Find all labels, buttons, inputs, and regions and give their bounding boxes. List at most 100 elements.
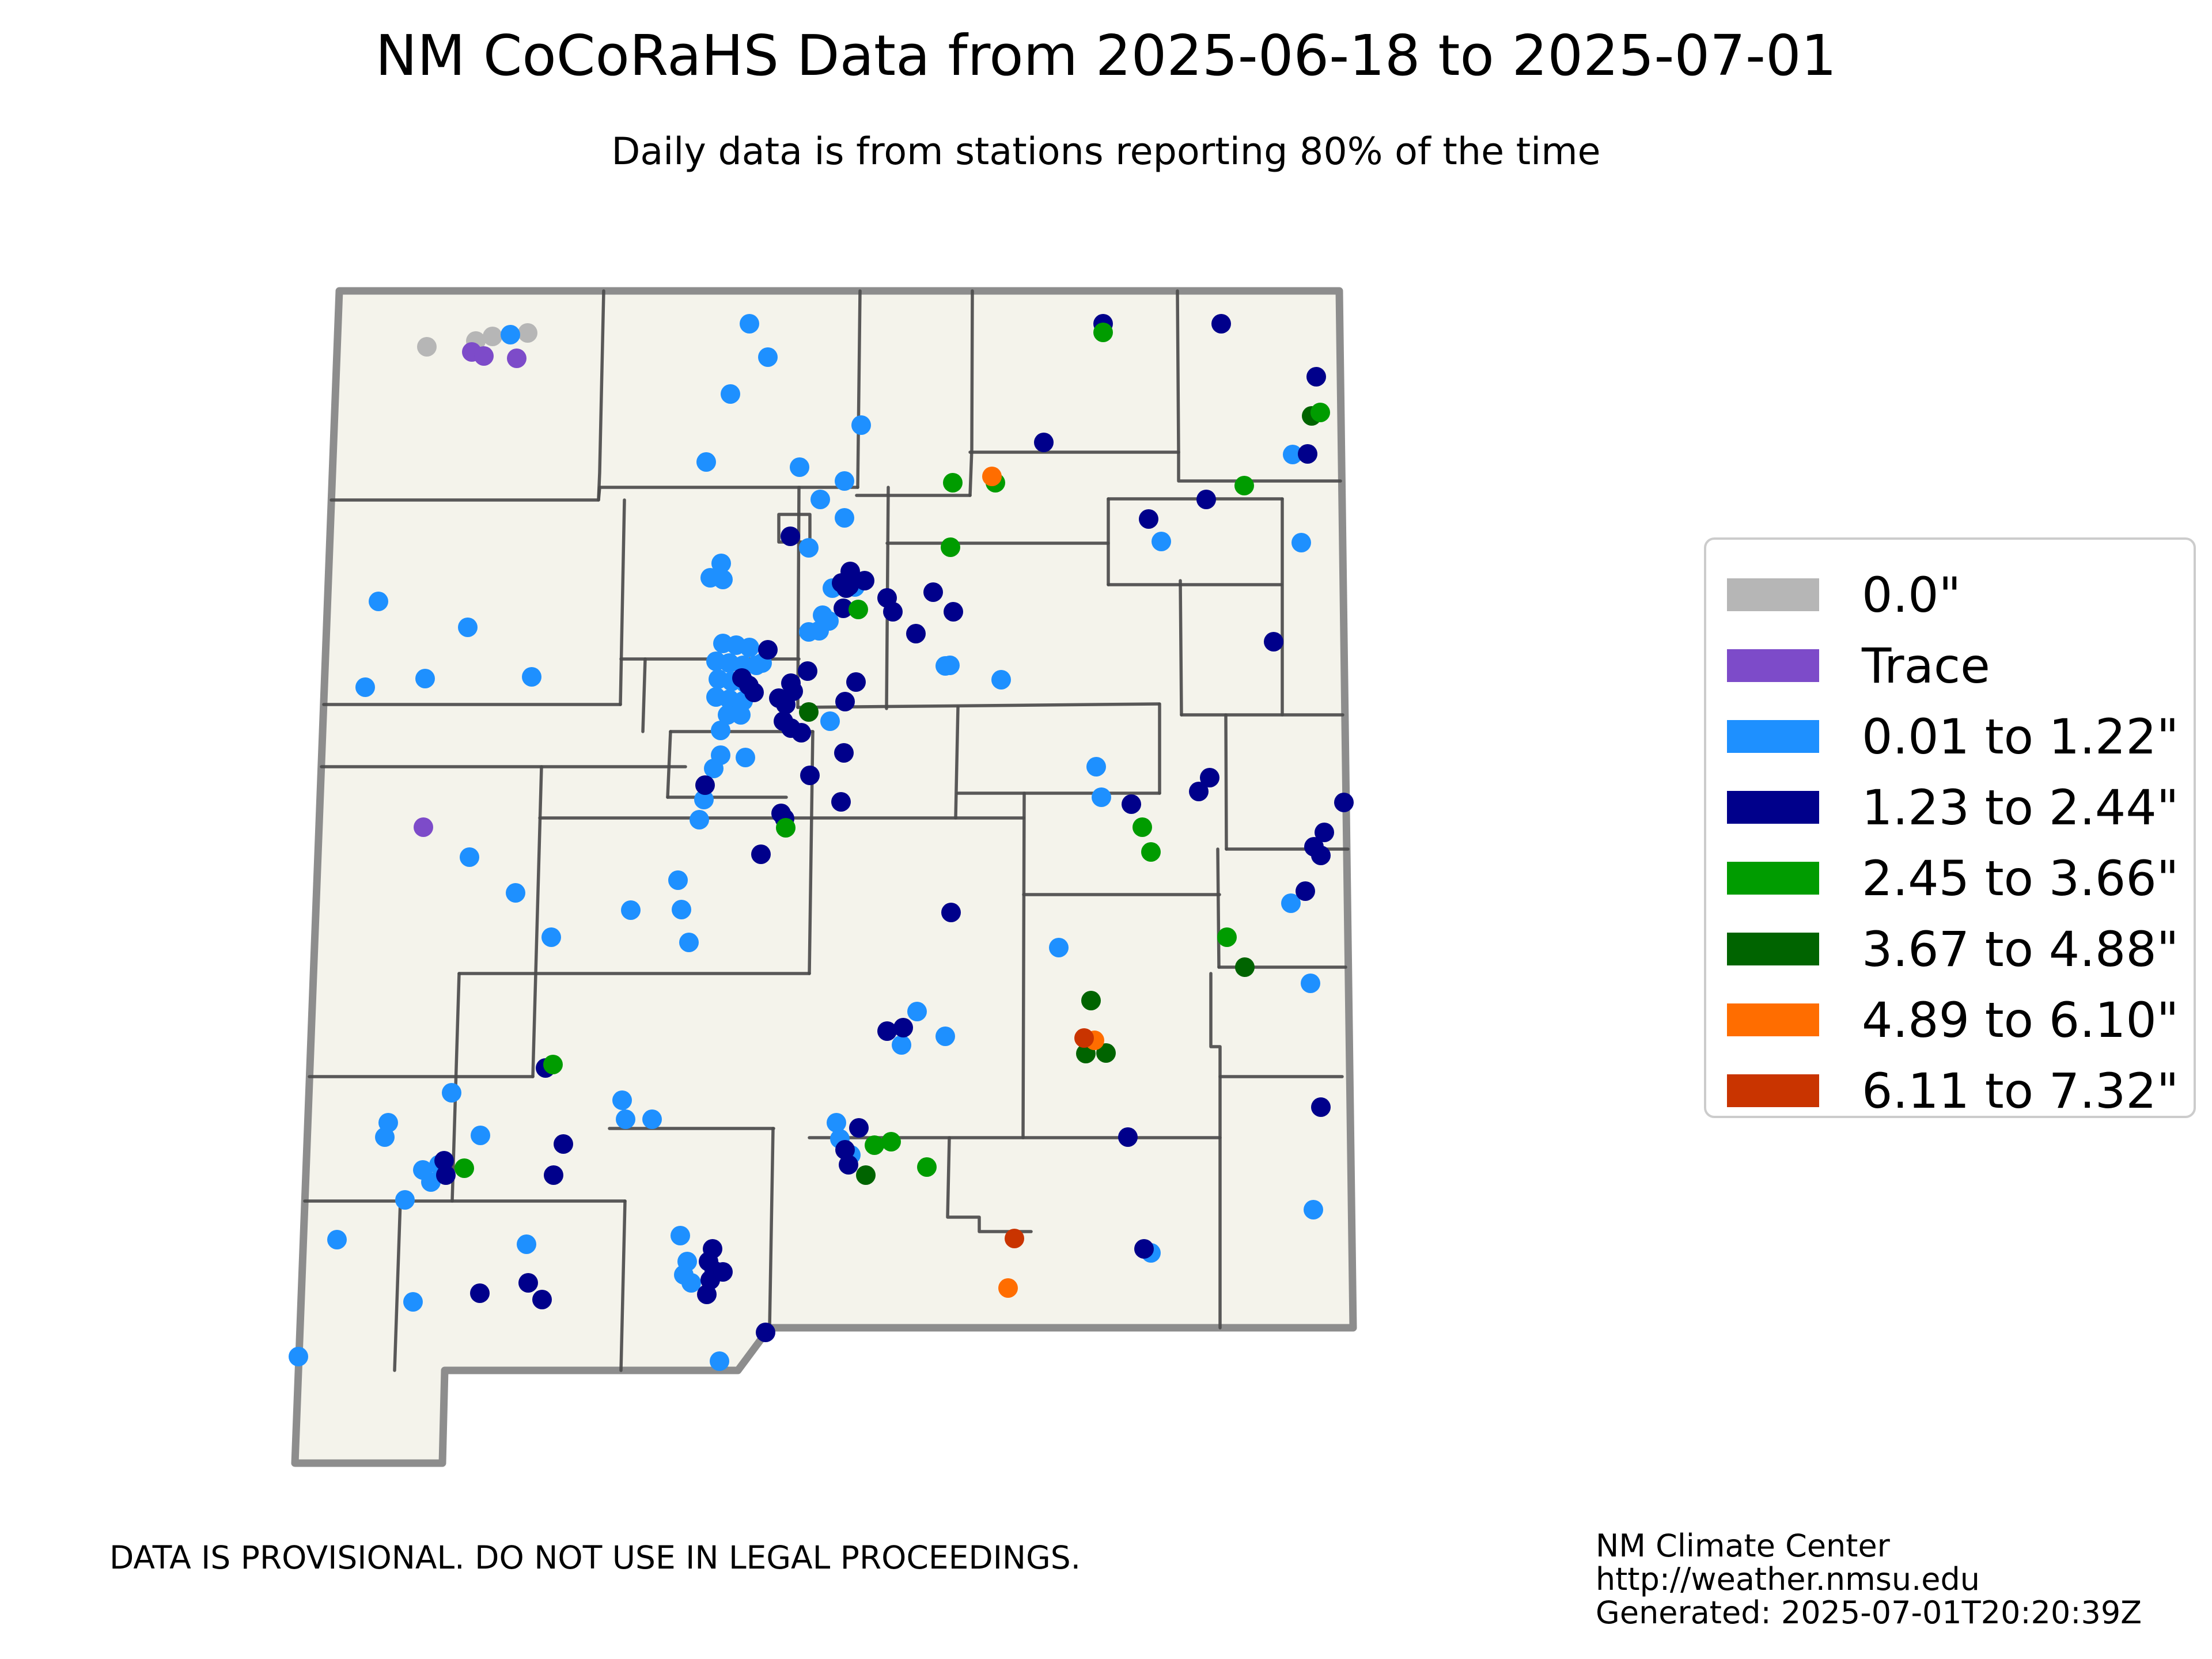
station-dot-c1 bbox=[835, 508, 854, 528]
station-dot-c1 bbox=[696, 452, 716, 472]
station-dot-c1 bbox=[704, 759, 724, 778]
station-dot-c1 bbox=[1049, 938, 1069, 957]
county-boundary bbox=[619, 498, 626, 706]
legend-entry: Trace bbox=[1727, 630, 2182, 701]
station-dot-c2 bbox=[839, 1155, 858, 1175]
station-dot-c1 bbox=[810, 490, 830, 509]
station-dot-c2 bbox=[906, 624, 926, 643]
county-boundary bbox=[954, 706, 960, 820]
station-dot-c2 bbox=[470, 1283, 490, 1303]
station-dot-c5 bbox=[998, 1278, 1018, 1298]
station-dot-c2 bbox=[944, 602, 963, 622]
station-dot-c3 bbox=[776, 818, 796, 838]
station-dot-c2 bbox=[744, 683, 764, 702]
credit-url: http://weather.nmsu.edu bbox=[1596, 1561, 1980, 1597]
station-dot-c1 bbox=[1281, 893, 1301, 913]
station-dot-c1 bbox=[740, 638, 759, 657]
station-dot-c3 bbox=[1234, 476, 1254, 495]
station-dot-c1 bbox=[809, 621, 829, 641]
station-dot-c3 bbox=[849, 600, 868, 619]
station-dot-c2 bbox=[697, 1285, 717, 1304]
station-dot-c1 bbox=[710, 1351, 729, 1371]
station-dot-c1 bbox=[1086, 757, 1106, 777]
station-dot-trace bbox=[474, 346, 494, 366]
legend-label: 2.45 to 3.66" bbox=[1862, 850, 2179, 907]
station-dot-c1 bbox=[522, 667, 541, 687]
legend-swatch bbox=[1727, 791, 1819, 824]
station-dot-c2 bbox=[1134, 1239, 1154, 1259]
legend-swatch bbox=[1727, 720, 1819, 753]
county-boundary bbox=[329, 486, 859, 502]
station-dot-c6 bbox=[1005, 1229, 1024, 1248]
station-dot-c2 bbox=[1034, 433, 1054, 452]
station-dot-c2 bbox=[776, 695, 796, 714]
county-boundary bbox=[768, 1127, 775, 1330]
station-dot-c2 bbox=[849, 1118, 869, 1138]
station-dot-c3 bbox=[1217, 927, 1237, 947]
station-dot-c2 bbox=[758, 640, 778, 660]
station-dot-c1 bbox=[327, 1230, 347, 1249]
county-boundary bbox=[968, 289, 974, 497]
legend-entry: 0.01 to 1.22" bbox=[1727, 701, 2182, 772]
station-dot-c2 bbox=[436, 1165, 456, 1185]
station-dot-c2 bbox=[1311, 1097, 1331, 1117]
station-dot-c2 bbox=[1296, 881, 1315, 901]
station-dot-c2 bbox=[877, 1021, 897, 1041]
station-dot-c1 bbox=[395, 1190, 415, 1210]
station-dot-trace bbox=[414, 817, 433, 837]
station-dot-c1 bbox=[668, 870, 688, 890]
station-dot-c1 bbox=[421, 1172, 441, 1192]
station-dot-c2 bbox=[791, 723, 811, 743]
station-dot-c1 bbox=[442, 1083, 461, 1103]
station-dot-c3 bbox=[865, 1135, 884, 1155]
legend-label: 3.67 to 4.88" bbox=[1862, 921, 2179, 978]
station-dot-c1 bbox=[1304, 1200, 1323, 1219]
county-boundary bbox=[1021, 791, 1026, 1139]
station-dot-c1 bbox=[289, 1347, 308, 1366]
station-dot-c2 bbox=[883, 602, 903, 622]
station-dot-c2 bbox=[1118, 1127, 1138, 1147]
station-dot-c4 bbox=[799, 702, 819, 722]
station-dot-c1 bbox=[907, 1002, 927, 1021]
station-dot-c2 bbox=[831, 792, 851, 812]
legend-swatch bbox=[1727, 933, 1819, 965]
legend-label: 1.23 to 2.44" bbox=[1862, 779, 2179, 836]
station-dot-c3 bbox=[543, 1055, 563, 1074]
station-dot-c2 bbox=[434, 1151, 454, 1171]
station-dot-trace bbox=[507, 349, 527, 368]
station-dot-c3 bbox=[941, 537, 960, 557]
station-dot-c1 bbox=[1301, 974, 1320, 993]
station-dot-c6 bbox=[1074, 1028, 1094, 1048]
county-boundary bbox=[1216, 847, 1221, 969]
station-dot-c2 bbox=[1334, 793, 1354, 812]
station-dot-c2 bbox=[518, 1273, 538, 1293]
station-dot-c1 bbox=[935, 656, 955, 676]
station-dot-c3 bbox=[1093, 323, 1113, 342]
station-dot-c3 bbox=[943, 473, 963, 493]
station-dot-c2 bbox=[923, 582, 943, 602]
station-dot-c2 bbox=[1315, 823, 1334, 842]
station-dot-c2 bbox=[1200, 768, 1219, 787]
station-dot-c2 bbox=[532, 1290, 552, 1309]
station-dot-c1 bbox=[517, 1234, 536, 1254]
legend-swatch bbox=[1727, 862, 1819, 895]
station-dot-c1 bbox=[541, 927, 561, 947]
legend-swatch bbox=[1727, 1074, 1819, 1107]
station-dot-c2 bbox=[1122, 794, 1141, 814]
station-dot-c1 bbox=[1152, 532, 1171, 551]
legend: 0.0" Trace 0.01 to 1.22" 1.23 to 2.44" 2… bbox=[1704, 537, 2196, 1118]
station-dot-c2 bbox=[846, 672, 866, 692]
legend-label: 6.11 to 7.32" bbox=[1862, 1062, 2179, 1119]
station-dot-c1 bbox=[1283, 445, 1302, 464]
station-dot-c2 bbox=[1306, 367, 1326, 387]
station-dot-c3 bbox=[881, 1132, 901, 1152]
station-dot-c1 bbox=[799, 538, 819, 558]
station-dot-c5 bbox=[982, 467, 1002, 486]
station-dot-c2 bbox=[751, 844, 771, 864]
station-dot-c2 bbox=[554, 1134, 573, 1154]
station-dot-c1 bbox=[506, 883, 525, 903]
station-dot-c2 bbox=[713, 1262, 733, 1282]
station-dot-c2 bbox=[1298, 444, 1317, 464]
station-dot-c3 bbox=[1141, 842, 1161, 862]
